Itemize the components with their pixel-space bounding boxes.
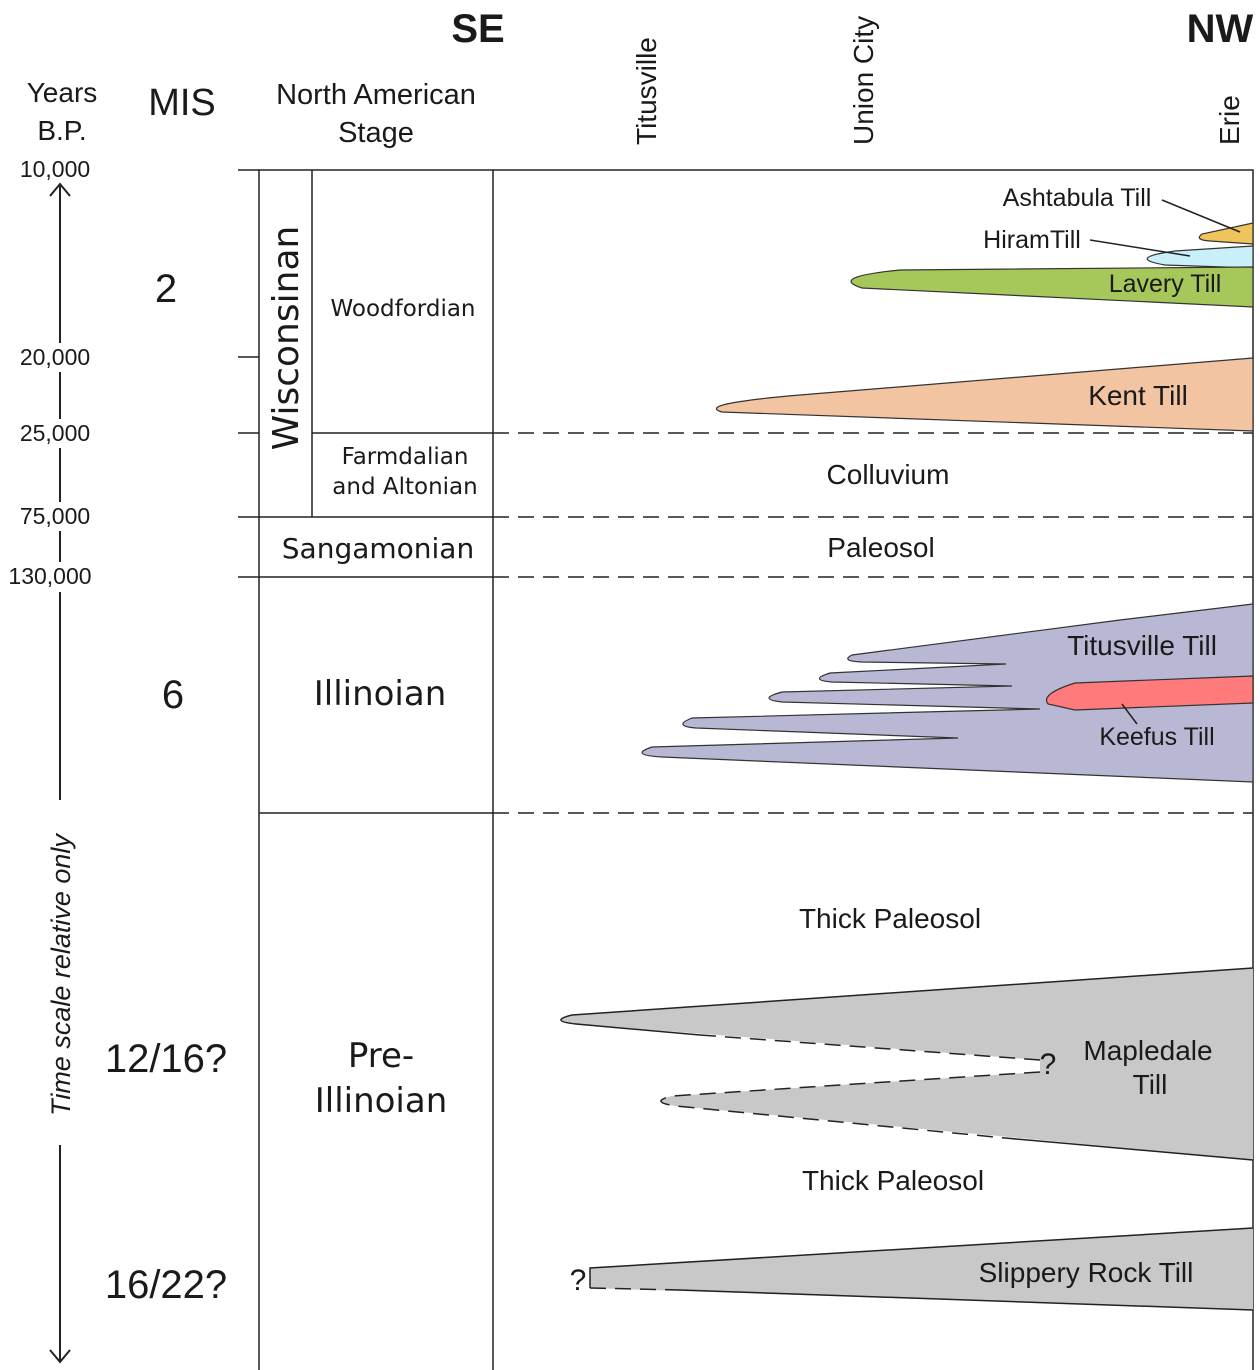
unit-label: Ashtabula Till	[1003, 184, 1152, 212]
query: ?	[1040, 1048, 1057, 1081]
stage: Woodfordian	[330, 296, 475, 322]
stage-label-line: North American	[276, 79, 476, 111]
years-label: Years B.P.	[27, 77, 98, 146]
unit-label: Colluvium	[827, 459, 950, 490]
year-label: 75,000	[20, 503, 90, 529]
years-label-line: Years	[27, 77, 98, 108]
slippery-rock-outline	[589, 1227, 1254, 1311]
unit-label: Mapledale Till	[1083, 1035, 1212, 1100]
years-label-line: B.P.	[37, 115, 86, 146]
location: Erie	[1214, 95, 1245, 145]
stage-line: and Altonian	[332, 474, 477, 500]
mapledale-dashed	[660, 1034, 1041, 1139]
year-label: 130,000	[8, 563, 91, 589]
leader-lines	[1089, 199, 1241, 725]
stage: Illinoian	[314, 674, 447, 714]
slippery-rock-shape	[590, 1228, 1253, 1310]
keefus-shape	[1046, 675, 1254, 711]
location: Union City	[848, 16, 879, 145]
timeline	[49, 182, 71, 1364]
stage: Farmdalian and Altonian	[332, 444, 477, 500]
unit-label: Thick Paleosol	[802, 1165, 984, 1196]
ashtabula-shape	[1198, 222, 1254, 245]
titusville-shape	[641, 603, 1254, 783]
slippery-rock-dashed	[589, 1287, 681, 1291]
unit-label: Kent Till	[1088, 380, 1188, 411]
time-note: Time scale relative only	[46, 833, 76, 1116]
query: ?	[570, 1264, 587, 1297]
stage: Wisconsinan	[266, 226, 307, 451]
direction-nw: NW	[1187, 7, 1254, 51]
unit-label: Thick Paleosol	[799, 903, 981, 934]
mapledale-shape	[560, 968, 1253, 1160]
mapledale-outline	[560, 967, 1254, 1161]
stage-line: Illinoian	[315, 1081, 448, 1121]
location: Titusville	[631, 37, 662, 145]
year-label: 10,000	[20, 156, 90, 182]
stage-line: Farmdalian	[342, 444, 469, 470]
mis-label: MIS	[148, 82, 216, 124]
unit-label: Slippery Rock Till	[979, 1257, 1194, 1288]
stage-line: Pre-	[348, 1036, 414, 1076]
hiram-shape	[1146, 245, 1254, 269]
direction-se: SE	[451, 7, 504, 51]
unit-label: Keefus Till	[1099, 723, 1214, 751]
stage: Sangamonian	[282, 532, 474, 565]
unit-label: HiramTill	[983, 226, 1081, 254]
lavery-shape	[850, 266, 1254, 308]
stage-label-line: Stage	[338, 117, 414, 149]
unit-label: Lavery Till	[1109, 270, 1222, 298]
stage-label: North American Stage	[276, 79, 476, 149]
year-label: 25,000	[20, 420, 90, 446]
unit-label-line: Till	[1133, 1069, 1168, 1100]
mis-value: 12/16?	[105, 1037, 227, 1081]
mis-value: 16/22?	[105, 1263, 227, 1307]
mis-value: 6	[162, 673, 184, 717]
stage: Pre- Illinoian	[315, 1036, 448, 1121]
year-label: 20,000	[20, 344, 90, 370]
kent-shape	[715, 357, 1254, 432]
unit-label-line: Mapledale	[1083, 1035, 1212, 1066]
unit-label: Paleosol	[827, 532, 934, 563]
mis-value: 2	[155, 267, 177, 311]
unit-label: Titusville Till	[1067, 630, 1217, 661]
